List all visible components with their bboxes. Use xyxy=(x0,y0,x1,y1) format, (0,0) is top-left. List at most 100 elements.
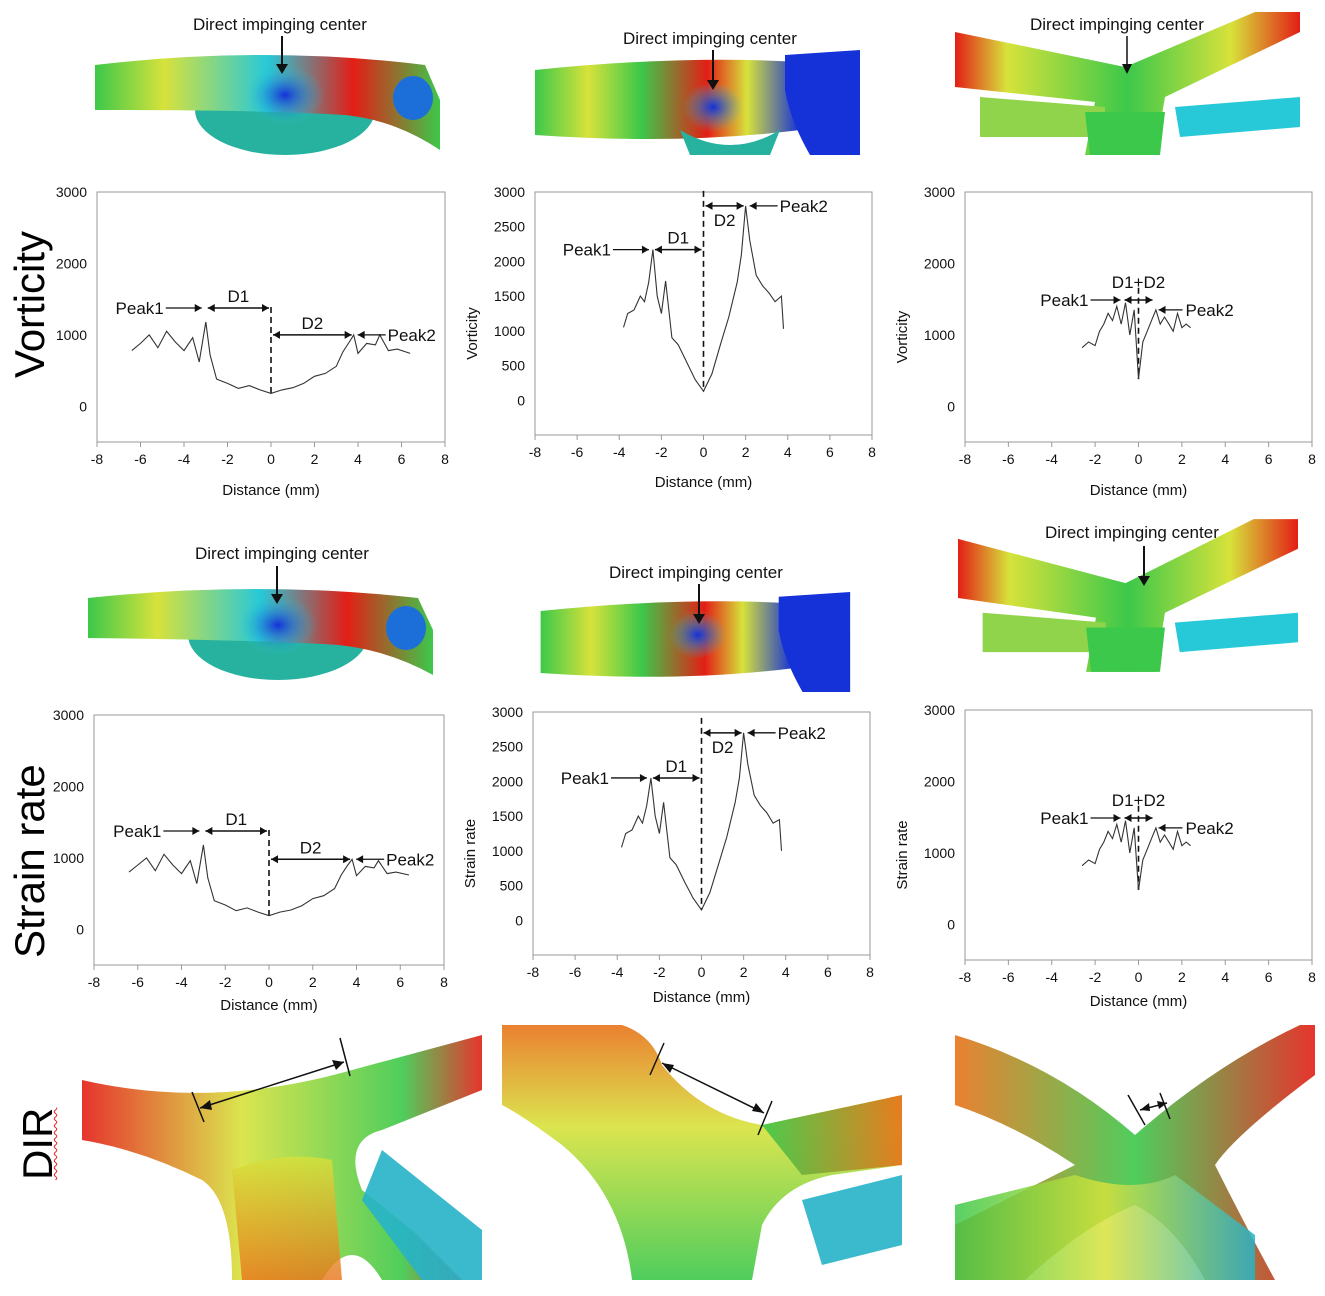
callout-label: Direct impinging center xyxy=(1030,15,1204,34)
y-axis-label: Strain rate xyxy=(462,819,479,888)
y-tick-label: 2000 xyxy=(492,773,523,789)
y-tick-label: 1000 xyxy=(53,850,84,866)
x-tick-label: -6 xyxy=(569,964,582,980)
y-axis-label: Vorticity xyxy=(894,310,911,363)
callout-label: Direct impinging center xyxy=(609,563,783,582)
x-tick-label: 0 xyxy=(267,451,275,467)
series-line xyxy=(620,732,783,911)
aneurysm-render-strain-1 xyxy=(88,570,438,680)
x-tick-label: -2 xyxy=(653,964,666,980)
y-tick-label: 3000 xyxy=(53,707,84,723)
x-axis-label: Distance (mm) xyxy=(653,989,751,1006)
x-tick-label: 8 xyxy=(1308,969,1316,985)
y-tick-label: 3000 xyxy=(56,184,87,200)
x-tick-label: 0 xyxy=(1135,451,1143,467)
annotation-arrowhead xyxy=(1158,823,1166,832)
annotation-arrowhead xyxy=(749,201,757,210)
x-tick-label: 0 xyxy=(1135,969,1143,985)
callout-label: Direct impinging center xyxy=(195,544,369,563)
y-tick-label: 500 xyxy=(502,358,526,374)
peak2-label: Peak2 xyxy=(388,326,436,345)
d1d2-label: D1+D2 xyxy=(1112,273,1165,292)
x-tick-label: 8 xyxy=(868,444,876,460)
d2-label: D2 xyxy=(301,314,323,333)
series-line xyxy=(622,205,785,393)
y-tick-label: 3000 xyxy=(924,184,955,200)
strain-rate-chart-2: -8 -6 -4 -2 0 2 4 6 8 0 500 1000 1500 2000 2500 3000 Dis… xyxy=(458,700,888,1015)
y-tick-label: 2000 xyxy=(924,773,955,789)
bifurcation-render-strain-3 xyxy=(958,518,1298,673)
x-axis-label: Distance (mm) xyxy=(222,482,320,499)
x-tick-label: 2 xyxy=(311,451,319,467)
d1-label: D1 xyxy=(228,287,250,306)
y-tick-label: 2500 xyxy=(494,219,525,235)
peak1-label: Peak1 xyxy=(113,822,161,841)
peak2-label: Peak2 xyxy=(780,197,828,216)
x-tick-label: -2 xyxy=(219,974,232,990)
annotation-arrowhead xyxy=(357,330,365,339)
x-tick-label: 6 xyxy=(1265,451,1273,467)
vorticity-chart-1: -8 -6 -4 -2 0 2 4 6 8 0 1000 2000 3000 Distance (mm) D… xyxy=(45,180,455,500)
peak2-label: Peak2 xyxy=(386,850,434,869)
callout-arrow xyxy=(276,36,288,74)
x-tick-label: 6 xyxy=(824,964,832,980)
y-tick-label: 0 xyxy=(517,392,525,408)
annotation-arrowhead xyxy=(356,855,364,864)
d1-label: D1 xyxy=(665,757,687,776)
annotation-arrowhead xyxy=(262,304,269,312)
d1-label: D1 xyxy=(667,229,689,248)
x-tick-label: 2 xyxy=(740,964,748,980)
annotation-arrowhead xyxy=(703,728,711,737)
x-tick-label: 4 xyxy=(353,974,361,990)
annotation-arrowhead xyxy=(343,855,351,864)
d2-label: D2 xyxy=(714,211,736,230)
x-tick-label: -2 xyxy=(655,444,668,460)
annotation-arrowhead xyxy=(1124,296,1132,304)
aneurysm-render-vorticity-1 xyxy=(95,40,445,155)
x-tick-label: 6 xyxy=(396,974,404,990)
x-tick-label: -6 xyxy=(1002,451,1015,467)
x-tick-label: 6 xyxy=(398,451,406,467)
x-tick-label: -6 xyxy=(1002,969,1015,985)
series-line xyxy=(1081,302,1191,380)
x-tick-label: 4 xyxy=(782,964,790,980)
plot-frame xyxy=(964,709,1313,961)
y-axis-label: Strain rate xyxy=(894,820,911,889)
aneurysm-render-vorticity-2 xyxy=(530,50,860,155)
annotation-arrowhead xyxy=(639,773,647,782)
y-axis-label: Vorticity xyxy=(464,307,481,360)
x-tick-label: -6 xyxy=(134,451,147,467)
annotation-arrowhead xyxy=(1113,814,1121,822)
strain-rate-chart-3: -8 -6 -4 -2 0 2 4 6 8 0 1000 2000 3000 Distance (mm) S… xyxy=(880,696,1320,1016)
peak1-label: Peak1 xyxy=(116,299,164,318)
y-tick-label: 1500 xyxy=(492,808,523,824)
x-axis-label: Distance (mm) xyxy=(1090,482,1188,499)
x-tick-label: 6 xyxy=(826,444,834,460)
x-axis-label: Distance (mm) xyxy=(220,997,318,1014)
annotation-arrowhead xyxy=(1124,814,1132,822)
callout-arrow xyxy=(1122,36,1132,74)
annotations: D1+D2 Peak1 Peak2 xyxy=(1040,791,1233,838)
x-tick-label: -6 xyxy=(132,974,145,990)
x-tick-label: -4 xyxy=(178,451,191,467)
annotation-arrowhead xyxy=(1145,296,1153,304)
y-tick-label: 2500 xyxy=(492,739,523,755)
peak2-label: Peak2 xyxy=(1186,819,1234,838)
plot-frame xyxy=(964,191,1313,443)
annotation-arrowhead xyxy=(694,245,702,254)
y-tick-label: 500 xyxy=(500,878,524,894)
annotation-arrowhead xyxy=(652,773,660,782)
peak2-label: Peak2 xyxy=(1186,301,1234,320)
x-tick-label: 0 xyxy=(698,964,706,980)
annotations: D1 Peak1 D2 Peak2 xyxy=(116,287,436,345)
x-tick-label: -8 xyxy=(527,964,540,980)
x-tick-label: 2 xyxy=(742,444,750,460)
annotation-arrowhead xyxy=(260,827,267,835)
annotation-arrowhead xyxy=(205,827,213,835)
x-tick-label: 2 xyxy=(1178,451,1186,467)
callout-arrow xyxy=(693,584,705,624)
x-axis-label: Distance (mm) xyxy=(655,474,753,491)
bifurcation-render-vorticity-3 xyxy=(955,12,1300,155)
d2-label: D2 xyxy=(712,738,734,757)
x-tick-label: 8 xyxy=(1308,451,1316,467)
